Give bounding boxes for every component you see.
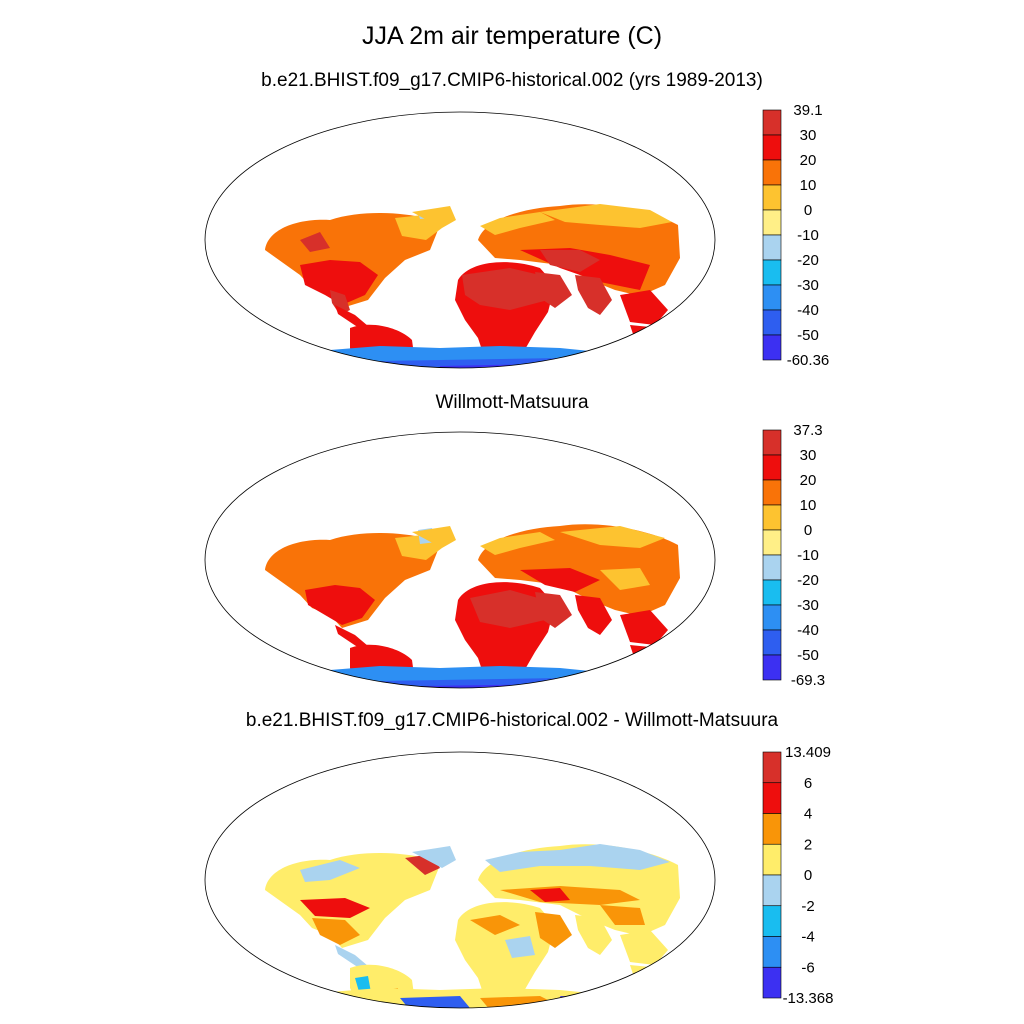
colorbar-tick-label: 13.409	[785, 744, 831, 761]
colorbar-swatch	[762, 966, 782, 999]
map-field-obs	[265, 524, 702, 688]
colorbar-tick-label: 20	[800, 472, 817, 489]
colorbar-tick-label: -50	[797, 327, 819, 344]
colorbar-tick-label: -30	[797, 597, 819, 614]
colorbar-swatch	[762, 429, 782, 456]
colorbar-swatch	[762, 479, 782, 506]
panel-title-model: b.e21.BHIST.f09_g17.CMIP6-historical.002…	[261, 70, 763, 91]
panel-title-diff: b.e21.BHIST.f09_g17.CMIP6-historical.002…	[245, 710, 779, 731]
colorbar-tick-label: 6	[804, 775, 812, 792]
colorbar-tick-label: 0	[804, 202, 812, 219]
colorbar-swatch	[762, 579, 782, 606]
colorbar-tick-label: -6	[801, 959, 814, 976]
colorbar-swatch	[762, 454, 782, 481]
colorbar-swatch	[762, 134, 782, 161]
colorbar-model: 39.1 30 20 10 0 -10 -20 -30 -40 -50 -60.36	[762, 102, 830, 369]
colorbar-tick-label: -69.3	[791, 672, 825, 689]
colorbar-swatch	[762, 504, 782, 531]
colorbar-swatch	[762, 529, 782, 556]
colorbar-tick-label: -13.368	[783, 990, 834, 1007]
colorbar-tick-label: -20	[797, 252, 819, 269]
colorbar-swatch	[762, 751, 782, 784]
figure-title: JJA 2m air temperature (C)	[361, 22, 663, 50]
colorbar-tick-label: -30	[797, 277, 819, 294]
colorbar-swatch	[762, 843, 782, 876]
colorbar-swatch	[762, 813, 782, 845]
colorbar-tick-label: -60.36	[787, 352, 830, 369]
colorbar-swatch	[762, 109, 782, 136]
colorbar-tick-label: -50	[797, 647, 819, 664]
colorbar-tick-label: 20	[800, 152, 817, 169]
panel-title-obs: Willmott-Matsuura	[435, 392, 589, 413]
colorbar-tick-label: 30	[800, 447, 817, 464]
map-border	[204, 431, 716, 689]
colorbar-swatch	[762, 604, 782, 631]
colorbar-tick-label: -10	[797, 227, 819, 244]
colorbar-tick-label: 0	[804, 522, 812, 539]
colorbar-swatch	[762, 334, 782, 361]
colorbar-swatch	[762, 936, 782, 968]
colorbar-tick-label: 39.1	[793, 102, 822, 119]
colorbar-swatch	[762, 554, 782, 581]
map-border	[204, 111, 716, 369]
colorbar-diff: 13.409 6 4 2 0 -2 -4 -6 -13.368	[762, 744, 834, 1007]
colorbar-tick-label: 37.3	[793, 422, 822, 439]
map-border	[204, 751, 716, 1009]
colorbar-swatch	[762, 159, 782, 186]
colorbar-tick-label: 4	[804, 806, 812, 823]
colorbar-swatch	[762, 782, 782, 814]
colorbar-obs: 37.3 30 20 10 0 -10 -20 -30 -40 -50 -69.3	[762, 422, 825, 689]
map-panel-obs: 37.3 30 20 10 0 -10 -20 -30 -40 -50 -69.3	[204, 422, 825, 689]
colorbar-swatch	[762, 284, 782, 311]
colorbar-swatch	[762, 905, 782, 937]
colorbar-tick-label: 0	[804, 867, 812, 884]
colorbar-tick-label: 10	[800, 497, 817, 514]
colorbar-tick-label: -40	[797, 302, 819, 319]
colorbar-swatch	[762, 309, 782, 336]
colorbar-tick-label: -10	[797, 547, 819, 564]
colorbar-swatch	[762, 209, 782, 236]
colorbar-swatch	[762, 184, 782, 211]
colorbar-tick-label: -2	[801, 898, 814, 915]
map-panel-diff: 13.409 6 4 2 0 -2 -4 -6 -13.368	[204, 744, 834, 1009]
colorbar-tick-label: 10	[800, 177, 817, 194]
colorbar-swatch	[762, 259, 782, 286]
colorbar-swatch	[762, 234, 782, 261]
map-panel-model: 39.1 30 20 10 0 -10 -20 -30 -40 -50 -60.36	[204, 102, 830, 369]
colorbar-swatch	[762, 874, 782, 907]
colorbar-tick-label: -20	[797, 572, 819, 589]
colorbar-swatch	[762, 654, 782, 681]
map-field-model	[265, 204, 702, 368]
colorbar-tick-label: 30	[800, 127, 817, 144]
map-field-diff	[265, 844, 702, 1008]
colorbar-swatch	[762, 629, 782, 656]
colorbar-tick-label: 2	[804, 836, 812, 853]
colorbar-tick-label: -4	[801, 929, 814, 946]
colorbar-tick-label: -40	[797, 622, 819, 639]
